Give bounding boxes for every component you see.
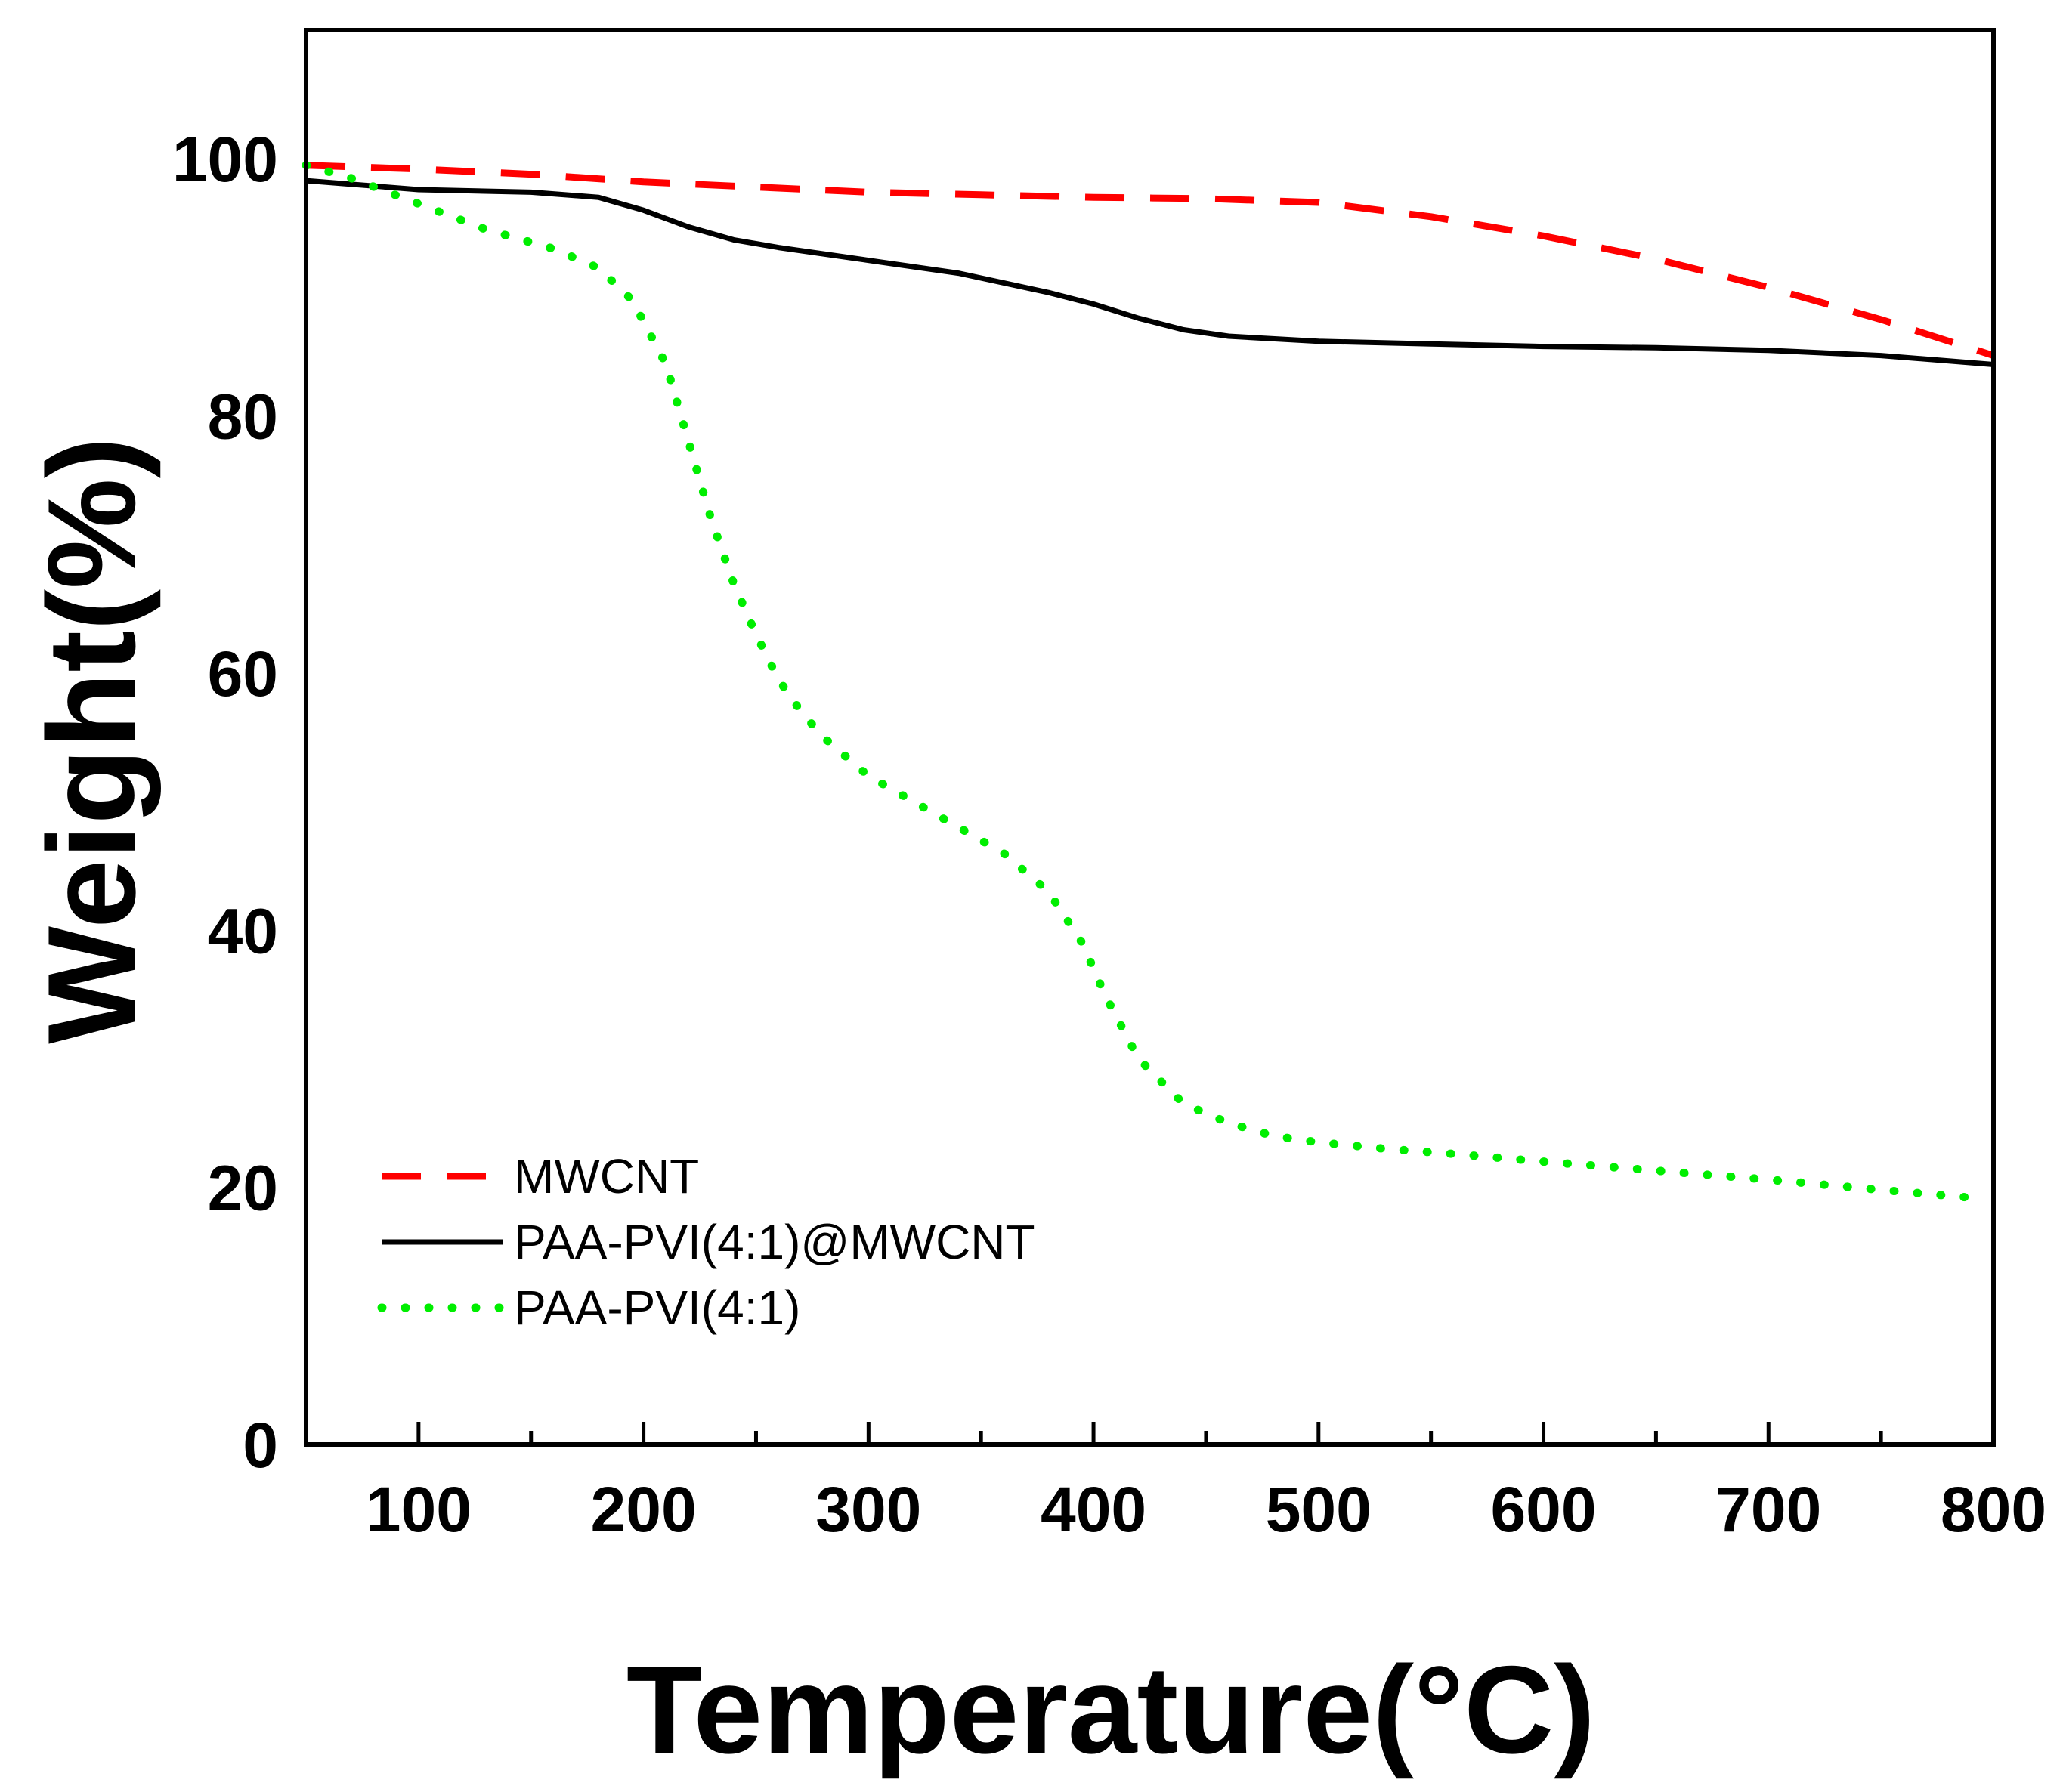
series-line-paa-pvi-4-1-mwcnt: [305, 178, 1994, 367]
y-tick-label: 40: [208, 895, 278, 966]
x-axis-title: Temperature(°C): [626, 1640, 1595, 1779]
plot-frame: [304, 28, 1996, 1447]
x-tick-label: 200: [591, 1474, 697, 1545]
x-tick-label: 700: [1715, 1474, 1821, 1545]
x-tick-label: 500: [1266, 1474, 1372, 1545]
series-line-mwcnt: [305, 162, 1995, 359]
y-tick-label: 20: [208, 1153, 278, 1224]
x-tick-label: 300: [815, 1474, 921, 1545]
x-tick-label: 600: [1490, 1474, 1596, 1545]
x-tick-label: 800: [1941, 1474, 2046, 1545]
y-tick-label: 80: [208, 382, 278, 453]
legend: MWCNT PAA-PVI(4:1)@MWCNT PAA-PVI(4:1): [377, 1149, 1035, 1335]
x-tick-label: 400: [1041, 1474, 1146, 1545]
y-tick-label: 100: [172, 124, 278, 195]
legend-label: PAA-PVI(4:1): [514, 1281, 800, 1335]
y-axis-title: Weight(%): [22, 437, 161, 1044]
plot-series: [302, 161, 1995, 1202]
y-tick-label: 60: [208, 638, 278, 709]
y-tick-label: 0: [243, 1410, 278, 1481]
axis-ticks: 100 200 300 400 500 600 700 800 0 20 40 60 80 100: [172, 124, 2046, 1545]
legend-label: MWCNT: [514, 1149, 699, 1203]
x-tick-label: 100: [366, 1474, 472, 1545]
legend-label: PAA-PVI(4:1)@MWCNT: [514, 1215, 1035, 1269]
